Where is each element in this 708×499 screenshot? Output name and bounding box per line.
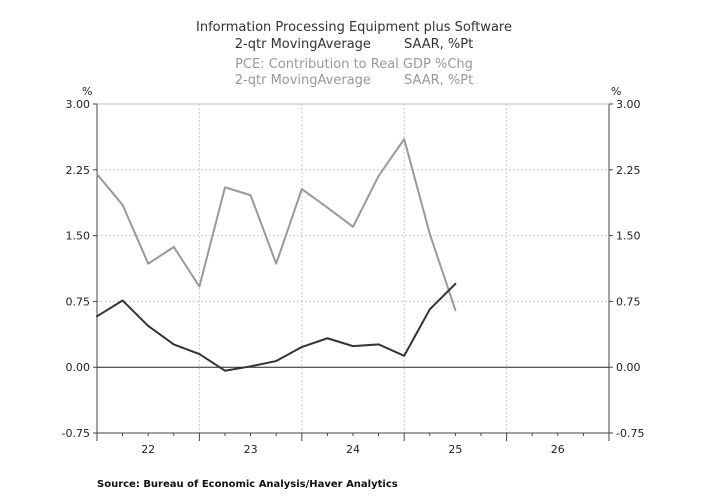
data-point-1 (224, 370, 226, 372)
chart-subtitle-line-2: 2-qtr MovingAverage SAAR, %Pt (235, 73, 473, 88)
series-line-0 (96, 138, 457, 312)
data-point-1 (454, 283, 456, 285)
y-tick-labels-right: 3.00 2.25 1.50 0.75 0.00 -0.75 (616, 98, 644, 440)
data-point-1 (96, 315, 98, 317)
y-unit-right: % (611, 85, 621, 98)
data-point-0 (403, 138, 405, 140)
data-point-0 (96, 173, 98, 175)
y-tick-label-right: 2.25 (616, 164, 641, 177)
y-tick-label-left: 0.00 (66, 361, 91, 374)
data-point-0 (301, 188, 303, 190)
data-point-1 (378, 343, 380, 345)
chart-subtitle-line-1: PCE: Contribution to Real GDP %Chg (235, 57, 473, 72)
x-tick-label: 25 (448, 443, 462, 456)
data-point-1 (403, 355, 405, 357)
data-point-1 (275, 360, 277, 362)
data-point-0 (122, 204, 124, 206)
data-point-0 (352, 226, 354, 228)
x-tick-label: 23 (244, 443, 258, 456)
y-tick-label-left: 1.50 (66, 230, 91, 243)
y-tick-label-left: 0.75 (66, 295, 91, 308)
data-point-1 (122, 299, 124, 302)
data-point-1 (250, 365, 252, 367)
data-point-0 (378, 175, 380, 177)
source-note: Source: Bureau of Economic Analysis/Have… (97, 479, 398, 490)
series-line-1 (96, 282, 457, 372)
data-point-1 (301, 346, 303, 348)
data-point-0 (250, 194, 252, 196)
y-tick-label-left: 3.00 (66, 98, 91, 111)
y-tick-label-right: 0.75 (616, 295, 641, 308)
data-point-0 (147, 263, 149, 265)
y-tick-label-right: -0.75 (616, 427, 644, 440)
y-tick-label-left: 2.25 (66, 164, 91, 177)
data-point-1 (326, 337, 328, 339)
data-point-1 (173, 343, 175, 345)
y-tick-label-right: 0.00 (616, 361, 641, 374)
series-lines (96, 138, 457, 372)
data-point-0 (224, 186, 226, 188)
y-tick-label-left: -0.75 (62, 427, 90, 440)
gridlines (97, 104, 609, 433)
y-tick-labels-left: 3.00 2.25 1.50 0.75 0.00 -0.75 (62, 98, 90, 440)
y-tick-label-right: 3.00 (616, 98, 641, 111)
x-tick-label: 26 (551, 443, 565, 456)
chart-title-line-1: Information Processing Equipment plus So… (196, 20, 512, 35)
x-tick-label: 24 (346, 443, 360, 456)
data-point-1 (198, 353, 200, 355)
data-point-1 (147, 325, 149, 327)
chart-title-line-2: 2-qtr MovingAverage SAAR, %Pt (235, 37, 473, 52)
y-tick-label-right: 1.50 (616, 230, 641, 243)
x-tick-label: 22 (141, 443, 155, 456)
data-point-1 (352, 345, 354, 347)
data-point-0 (198, 285, 200, 288)
x-tick-labels: 22 23 24 25 26 (141, 443, 565, 456)
data-point-0 (275, 263, 277, 265)
data-point-0 (429, 233, 431, 235)
data-point-0 (173, 246, 175, 248)
data-point-1 (429, 308, 431, 310)
y-unit-left: % (82, 85, 92, 98)
data-point-0 (454, 309, 456, 311)
plot-frame (93, 103, 613, 441)
data-point-0 (326, 206, 328, 209)
